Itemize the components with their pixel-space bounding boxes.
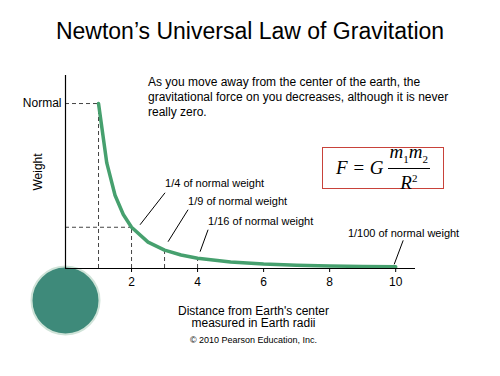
svg-text:1/16 of normal weight: 1/16 of normal weight xyxy=(208,215,313,227)
html-text:F = G: F = G xyxy=(335,157,384,178)
svg-text:1/9 of normal weight: 1/9 of normal weight xyxy=(188,195,287,207)
svg-text:Normal: Normal xyxy=(23,96,62,110)
svg-text:10: 10 xyxy=(389,275,403,289)
svg-text:1/4 of normal weight: 1/4 of normal weight xyxy=(165,177,264,189)
svg-text:2: 2 xyxy=(128,275,135,289)
svg-text:Distance from Earth's centerme: Distance from Earth's centermeasured in … xyxy=(178,304,329,330)
svg-text:4: 4 xyxy=(194,275,201,289)
svg-text:6: 6 xyxy=(260,275,267,289)
html-text:As you move away from the cent: As you move away from the center of the … xyxy=(148,75,449,119)
html-text:R2: R2 xyxy=(400,172,418,194)
html-text:Newton’s Universal Law of Grav: Newton’s Universal Law of Gravitation xyxy=(55,18,445,44)
svg-text:Weight: Weight xyxy=(31,153,45,191)
svg-text:8: 8 xyxy=(326,275,333,289)
svg-text:© 2010 Pearson Education, Inc.: © 2010 Pearson Education, Inc. xyxy=(190,335,317,345)
svg-text:1/100 of normal weight: 1/100 of normal weight xyxy=(348,227,459,239)
html-text:m1m2: m1m2 xyxy=(389,141,429,166)
